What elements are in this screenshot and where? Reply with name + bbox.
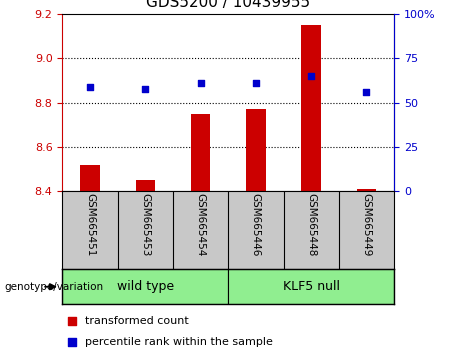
Text: GSM665448: GSM665448 bbox=[306, 194, 316, 257]
Bar bbox=[80, 165, 100, 191]
Bar bbox=[301, 25, 321, 191]
Bar bbox=[228, 269, 394, 304]
Bar bbox=[62, 269, 228, 304]
Point bbox=[69, 340, 76, 346]
Point bbox=[197, 80, 204, 86]
Bar bbox=[246, 109, 266, 191]
Text: GSM665446: GSM665446 bbox=[251, 194, 261, 257]
Point bbox=[363, 89, 370, 95]
Bar bbox=[136, 180, 155, 191]
Text: wild type: wild type bbox=[117, 280, 174, 293]
Bar bbox=[357, 189, 376, 191]
Text: percentile rank within the sample: percentile rank within the sample bbox=[85, 337, 273, 348]
Text: genotype/variation: genotype/variation bbox=[5, 282, 104, 292]
Point bbox=[86, 84, 94, 90]
Point bbox=[307, 73, 315, 79]
Text: GSM665453: GSM665453 bbox=[140, 194, 150, 257]
Text: GSM665449: GSM665449 bbox=[361, 194, 372, 257]
Title: GDS5200 / 10439955: GDS5200 / 10439955 bbox=[146, 0, 310, 10]
Point bbox=[69, 318, 76, 324]
Text: KLF5 null: KLF5 null bbox=[283, 280, 340, 293]
Text: GSM665451: GSM665451 bbox=[85, 194, 95, 257]
Point bbox=[142, 87, 149, 92]
Point bbox=[252, 80, 260, 86]
Text: transformed count: transformed count bbox=[85, 316, 189, 326]
Bar bbox=[191, 114, 210, 191]
Text: GSM665454: GSM665454 bbox=[195, 194, 206, 257]
